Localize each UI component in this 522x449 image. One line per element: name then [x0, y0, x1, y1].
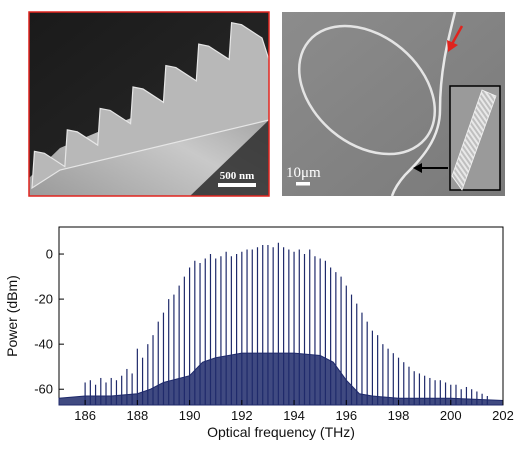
x-axis-ticks: 186 188 190 192 194 196 198 200 202 [74, 400, 514, 423]
bus-waveguide [390, 11, 457, 197]
sem-grating-panel: 500 nm [28, 11, 270, 197]
x-tick-label: 202 [492, 408, 514, 423]
x-tick-label: 186 [74, 408, 96, 423]
scale-label-500nm: 500 nm [220, 170, 255, 182]
y-tick-label: -40 [34, 337, 53, 352]
sem-grating-border [28, 11, 270, 197]
substrate-corner [190, 120, 269, 196]
microring [297, 24, 437, 156]
sem-ring-panel: 10μm [282, 11, 505, 197]
x-tick-label: 194 [283, 408, 305, 423]
y-axis-label: Power (dBm) [4, 275, 20, 357]
x-tick-label: 198 [388, 408, 410, 423]
x-tick-label: 190 [179, 408, 201, 423]
red-arrow-icon [447, 25, 464, 52]
black-arrow-icon [413, 163, 448, 173]
y-tick-label: -60 [34, 382, 53, 397]
y-tick-label: -20 [34, 292, 53, 307]
scale-bar-500nm [218, 183, 256, 187]
y-axis-ticks: 0 -20 -40 -60 [34, 247, 64, 397]
inset-waveguide-detail [451, 89, 497, 191]
x-tick-label: 196 [335, 408, 357, 423]
x-tick-label: 200 [440, 408, 462, 423]
comb-lines [84, 242, 488, 405]
x-axis-label: Optical frequency (THz) [207, 424, 355, 440]
spectrum-chart: 186 188 190 192 194 196 198 200 202 0 -20 -40 -60 O… [4, 226, 514, 440]
grating-teeth [31, 21, 270, 190]
x-tick-label: 188 [127, 408, 149, 423]
scale-label-10um: 10μm [286, 165, 321, 181]
y-tick-label: 0 [46, 247, 53, 262]
scale-bar-10um [296, 182, 310, 186]
x-tick-label: 192 [231, 408, 253, 423]
